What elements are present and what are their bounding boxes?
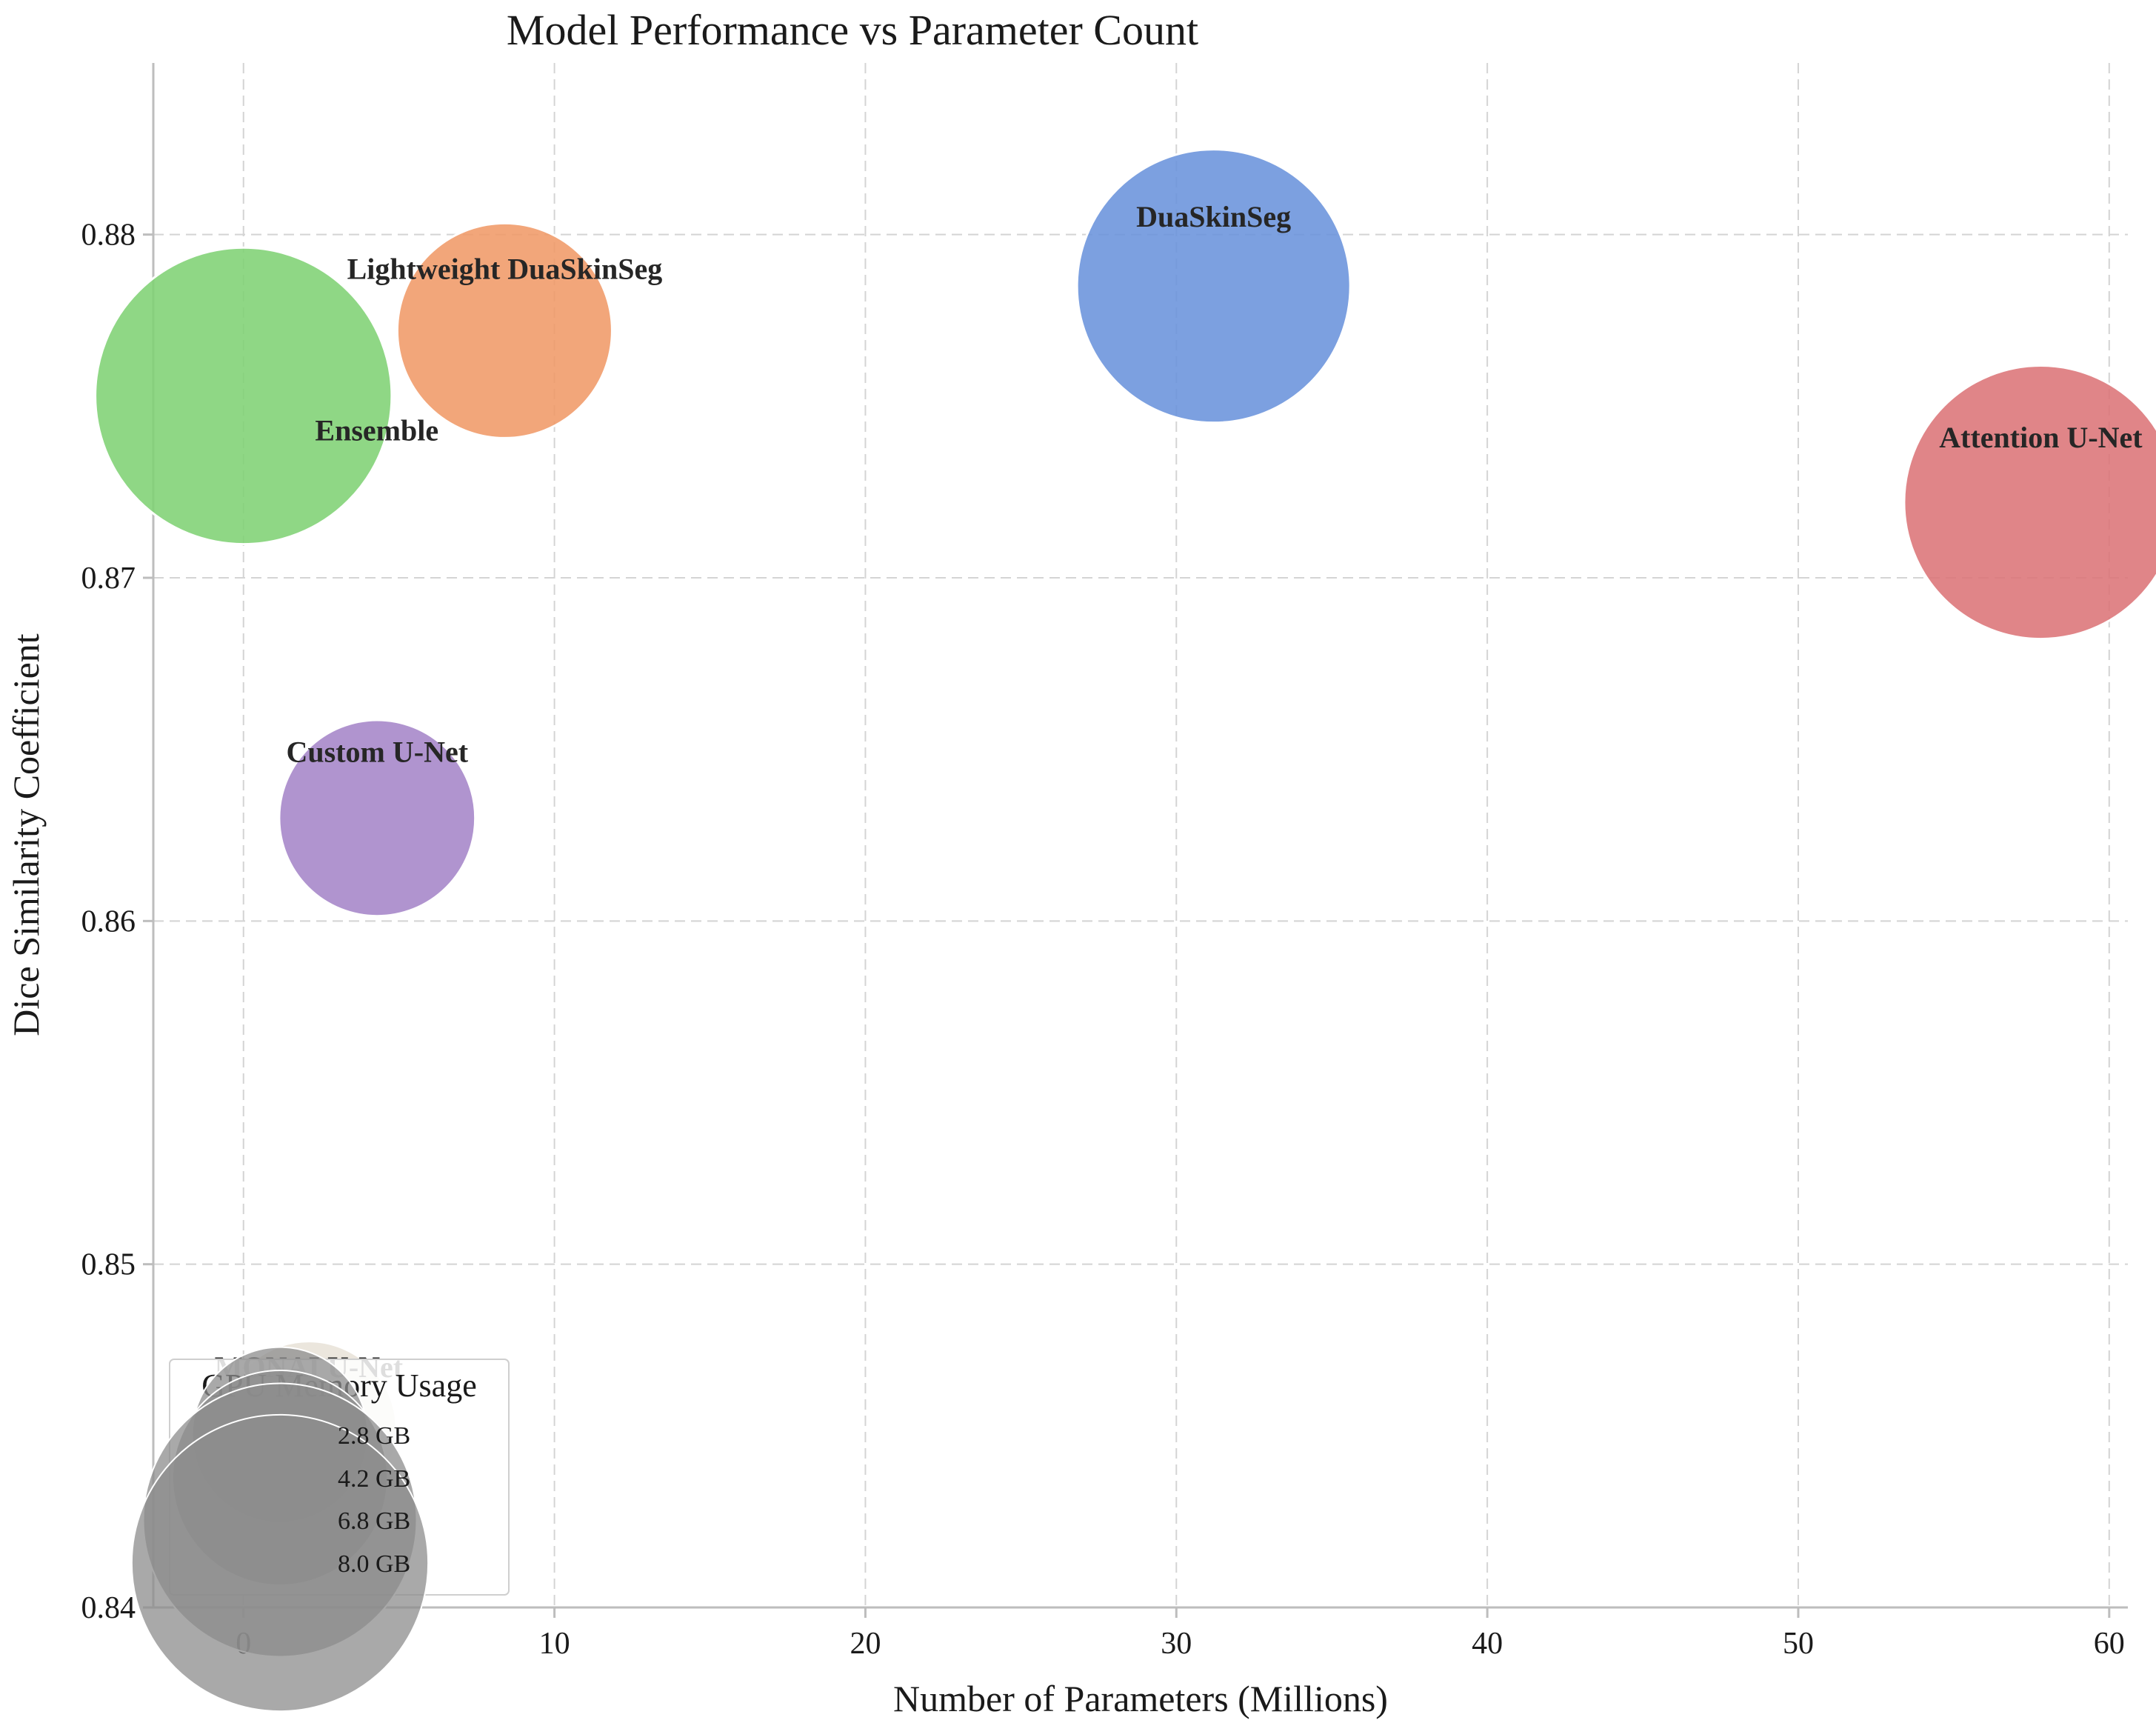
legend-label-2-8-gb: 2.8 GB bbox=[338, 1422, 410, 1450]
tick-marks: 01020304050600.840.850.860.870.88 bbox=[81, 219, 2125, 1661]
legend-label-8-0-gb: 8.0 GB bbox=[338, 1550, 410, 1578]
x-tick-label: 40 bbox=[1472, 1627, 1503, 1661]
point-label-custom-u-net: Custom U-Net bbox=[287, 735, 469, 768]
legend: GPU Memory Usage 2.8 GB4.2 GB6.8 GB8.0 G… bbox=[130, 1346, 510, 1713]
y-tick-label: 0.86 bbox=[81, 904, 136, 939]
scatter-points bbox=[94, 148, 2156, 1518]
point-lightweight-duaskinseg bbox=[396, 221, 613, 439]
x-axis-label: Number of Parameters (Millions) bbox=[893, 1678, 1388, 1719]
point-custom-u-net bbox=[278, 719, 477, 918]
point-label-duaskinseg: DuaSkinSeg bbox=[1136, 200, 1291, 233]
y-tick-label: 0.84 bbox=[81, 1591, 136, 1625]
y-axis-label: Dice Similarity Coefficient bbox=[5, 633, 47, 1036]
chart-title: Model Performance vs Parameter Count bbox=[507, 6, 1198, 54]
legend-label-4-2-gb: 4.2 GB bbox=[338, 1465, 410, 1493]
point-label-ensemble: Ensemble bbox=[315, 413, 438, 447]
x-tick-label: 60 bbox=[2094, 1627, 2125, 1661]
x-tick-label: 10 bbox=[539, 1627, 570, 1661]
point-attention-u-net bbox=[1903, 364, 2156, 641]
x-tick-label: 30 bbox=[1161, 1627, 1192, 1661]
y-tick-label: 0.85 bbox=[81, 1248, 136, 1282]
y-tick-label: 0.88 bbox=[81, 219, 136, 253]
point-duaskinseg bbox=[1075, 148, 1352, 424]
point-label-attention-u-net: Attention U-Net bbox=[1939, 421, 2143, 454]
legend-marker-8-0-gb bbox=[130, 1413, 430, 1713]
point-label-lightweight-duaskinseg: Lightweight DuaSkinSeg bbox=[347, 252, 663, 285]
x-tick-label: 50 bbox=[1783, 1627, 1814, 1661]
y-tick-label: 0.87 bbox=[81, 561, 136, 596]
x-tick-label: 20 bbox=[850, 1627, 881, 1661]
legend-label-6-8-gb: 6.8 GB bbox=[338, 1507, 410, 1535]
point-ensemble bbox=[94, 246, 393, 546]
